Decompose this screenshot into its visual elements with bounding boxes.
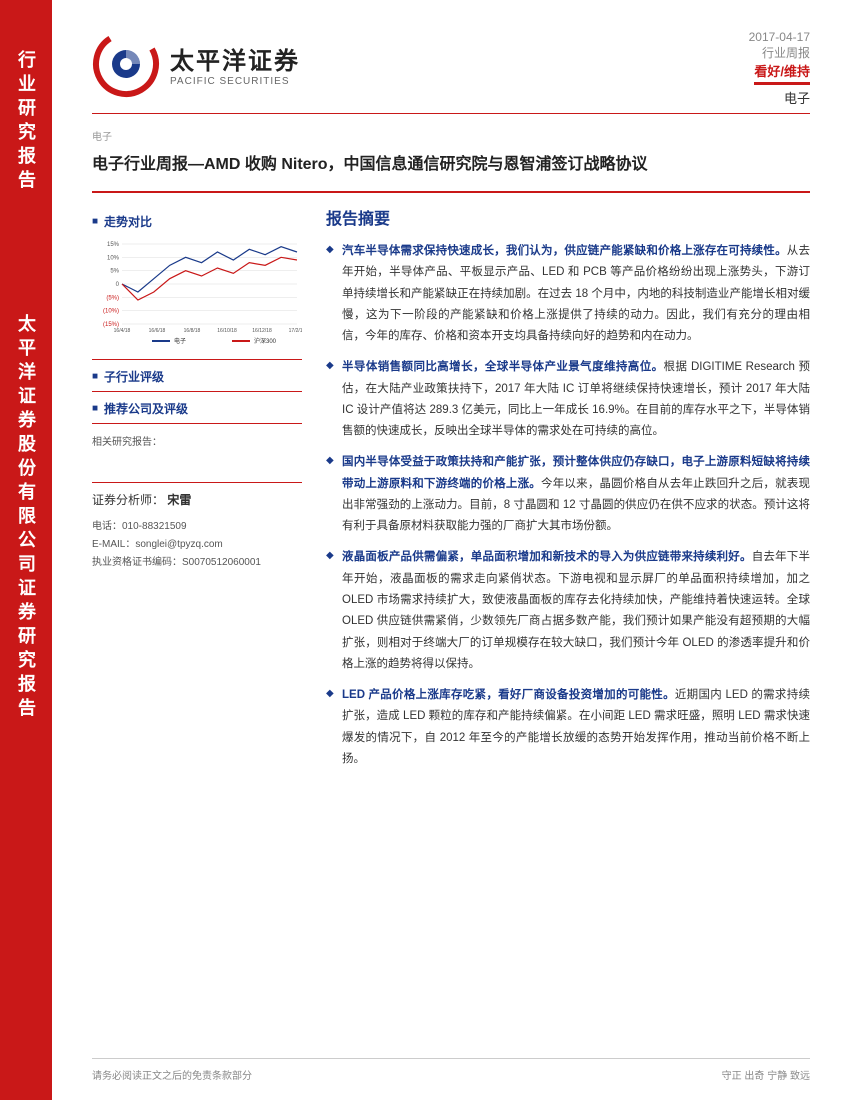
bullet-body: 从去年开始，半导体产品、平板显示产品、LED 和 PCB 等产品价格纷纷出现上涨… xyxy=(342,245,810,342)
svg-text:16/8/18: 16/8/18 xyxy=(184,328,201,334)
email-label: E-MAIL： xyxy=(92,539,135,550)
report-date: 2017-04-17 xyxy=(749,30,810,44)
sector: 电子 xyxy=(749,88,810,107)
svg-text:10%: 10% xyxy=(107,255,120,261)
left-spine: 行业研究报告 太平洋证券股份有限公司证券研究报告 xyxy=(0,0,52,1100)
contact-info: 电话：010-88321509 E-MAIL：songlei@tpyzq.com… xyxy=(92,518,302,572)
bullet-item: 汽车半导体需求保持快速成长，我们认为，供应链产能紧缺和价格上涨存在可持续性。从去… xyxy=(326,241,810,347)
bullet-body: 自去年下半年开始，液晶面板的需求走向紧俏状态。下游电视和显示屏厂的单品面积持续增… xyxy=(342,551,810,669)
license: S0070512060001 xyxy=(182,557,261,568)
analyst-label: 证券分析师： xyxy=(92,493,164,507)
footer: 请务必阅读正文之后的免责条款部分 守正 出奇 宁静 致远 xyxy=(92,1058,810,1082)
trend-chart: 15%10%5%0(5%)(10%)(15%)16/4/1816/6/1816/… xyxy=(92,236,302,346)
summary-title: 报告摘要 xyxy=(326,205,810,229)
doc-type: 行业周报 xyxy=(749,44,810,61)
license-label: 执业资格证书编码： xyxy=(92,557,182,568)
main-content: 报告摘要 汽车半导体需求保持快速成长，我们认为，供应链产能紧缺和价格上涨存在可持… xyxy=(326,205,810,780)
columns: 走势对比 15%10%5%0(5%)(10%)(15%)16/4/1816/6/… xyxy=(92,205,810,780)
analyst-name: 宋雷 xyxy=(167,493,191,507)
brand-text: 太平洋证券 PACIFIC SECURITIES xyxy=(170,41,300,87)
header-rule xyxy=(92,113,810,114)
trend-head: 走势对比 xyxy=(92,213,302,230)
phone-label: 电话： xyxy=(92,521,122,532)
svg-text:17/2/18: 17/2/18 xyxy=(289,328,302,334)
header-meta: 2017-04-17 行业周报 看好/维持 电子 xyxy=(749,30,810,107)
svg-text:(5%): (5%) xyxy=(106,295,119,301)
page: 太平洋证券 PACIFIC SECURITIES 2017-04-17 行业周报… xyxy=(52,0,850,1100)
svg-text:0: 0 xyxy=(116,282,120,288)
phone: 010-88321509 xyxy=(122,521,187,532)
svg-text:16/6/18: 16/6/18 xyxy=(149,328,166,334)
related-reports: 相关研究报告： xyxy=(92,434,302,452)
bullet-item: LED 产品价格上涨库存吃紧，看好厂商设备投资增加的可能性。近期国内 LED 的… xyxy=(326,685,810,770)
title-rule xyxy=(92,191,810,193)
header: 太平洋证券 PACIFIC SECURITIES 2017-04-17 行业周报… xyxy=(92,30,810,107)
svg-text:15%: 15% xyxy=(107,242,120,248)
bullet-item: 国内半导体受益于政策扶持和产能扩张，预计整体供应仍存缺口，电子上游原料短缺将持续… xyxy=(326,452,810,537)
footer-left: 请务必阅读正文之后的免责条款部分 xyxy=(92,1067,252,1082)
rec-head: 推荐公司及评级 xyxy=(92,400,302,417)
divider-3 xyxy=(92,423,302,424)
sub-rating-head: 子行业评级 xyxy=(92,368,302,385)
logo-icon xyxy=(92,30,160,98)
bullet-lead: LED 产品价格上涨库存吃紧，看好厂商设备投资增加的可能性。 xyxy=(342,689,675,701)
spine-label-2: 太平洋证券股份有限公司证券研究报告 xyxy=(13,314,39,722)
bullet-item: 液晶面板产品供需偏紧，单品面积增加和新技术的导入为供应链带来持续利好。自去年下半… xyxy=(326,547,810,675)
svg-text:(10%): (10%) xyxy=(103,309,119,315)
analyst-block: 证券分析师： 宋雷 xyxy=(92,491,302,508)
divider-1 xyxy=(92,359,302,360)
spine-label-1: 行业研究报告 xyxy=(13,50,39,194)
svg-text:16/12/18: 16/12/18 xyxy=(252,328,272,334)
bullet-lead: 汽车半导体需求保持快速成长，我们认为，供应链产能紧缺和价格上涨存在可持续性。 xyxy=(342,245,787,257)
logo-block: 太平洋证券 PACIFIC SECURITIES xyxy=(92,30,300,98)
divider-2 xyxy=(92,391,302,392)
bullet-lead: 半导体销售额同比高增长，全球半导体产业景气度维持高位。 xyxy=(342,361,664,373)
svg-text:5%: 5% xyxy=(110,269,119,275)
email: songlei@tpyzq.com xyxy=(135,539,222,550)
svg-text:16/10/18: 16/10/18 xyxy=(217,328,237,334)
bullet-item: 半导体销售额同比高增长，全球半导体产业景气度维持高位。根据 DIGITIME R… xyxy=(326,357,810,442)
brand-zh: 太平洋证券 xyxy=(170,41,300,76)
summary-bullets: 汽车半导体需求保持快速成长，我们认为，供应链产能紧缺和价格上涨存在可持续性。从去… xyxy=(326,241,810,770)
bullet-lead: 液晶面板产品供需偏紧，单品面积增加和新技术的导入为供应链带来持续利好。 xyxy=(342,551,752,563)
small-sector-label: 电子 xyxy=(92,128,810,143)
divider-4 xyxy=(92,482,302,483)
svg-text:16/4/18: 16/4/18 xyxy=(114,328,131,334)
report-title: 电子行业周报—AMD 收购 Nitero，中国信息通信研究院与恩智浦签订战略协议 xyxy=(92,153,810,177)
sidebar: 走势对比 15%10%5%0(5%)(10%)(15%)16/4/1816/6/… xyxy=(92,205,302,780)
footer-right: 守正 出奇 宁静 致远 xyxy=(722,1067,810,1082)
rating: 看好/维持 xyxy=(754,61,810,85)
svg-text:电子: 电子 xyxy=(174,337,186,345)
svg-text:沪深300: 沪深300 xyxy=(254,337,277,345)
brand-en: PACIFIC SECURITIES xyxy=(170,76,300,87)
